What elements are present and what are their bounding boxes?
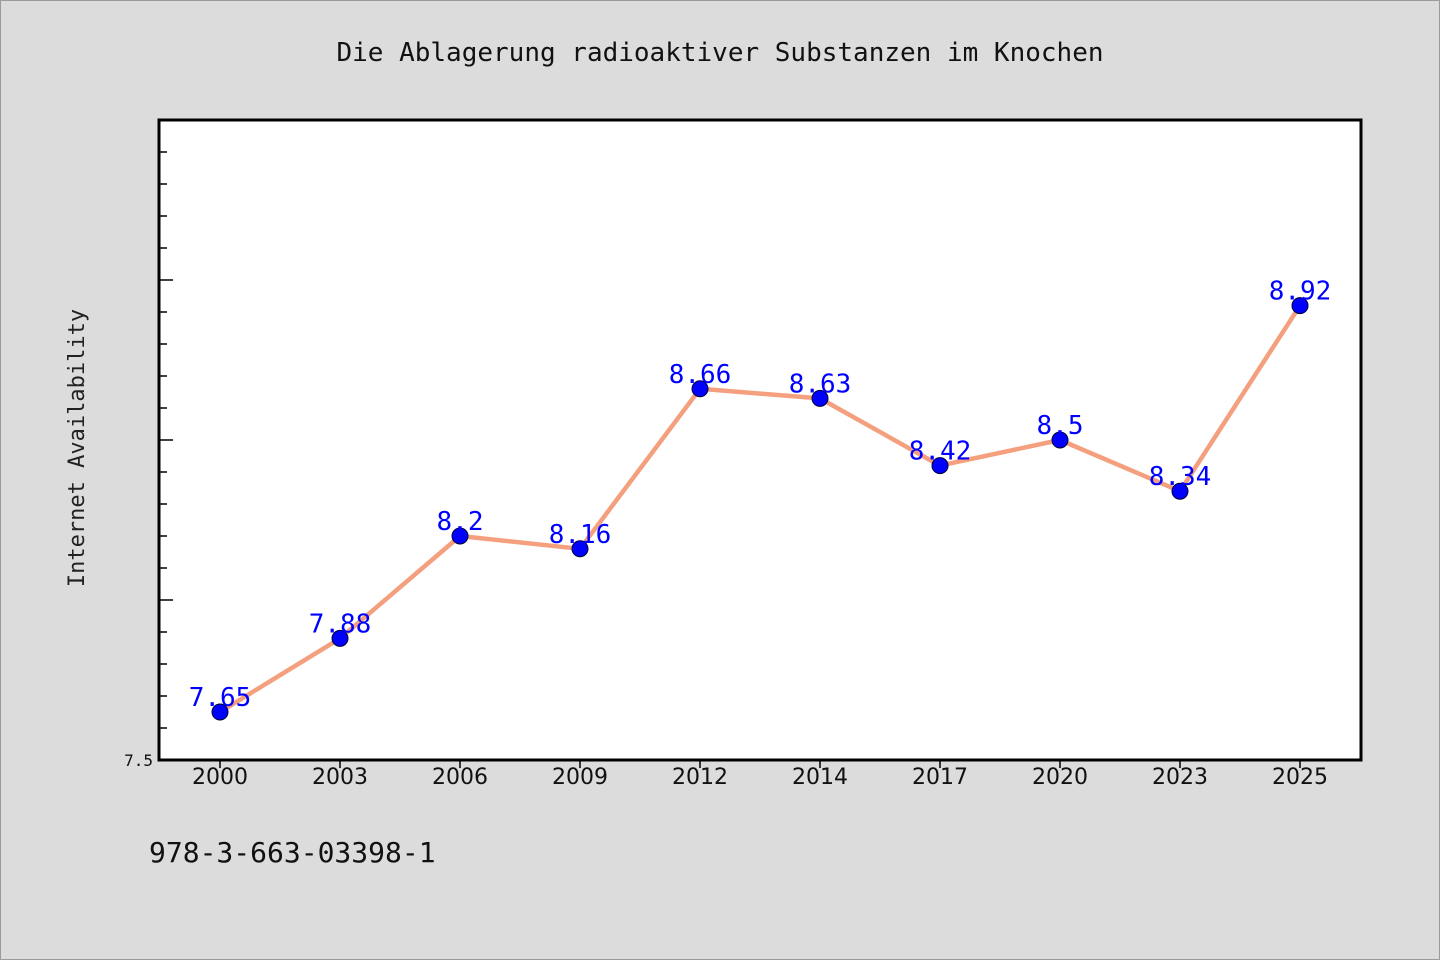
x-tick-label: 2009	[552, 765, 608, 790]
y-axis-ticks: 7.5	[124, 151, 173, 770]
data-point	[811, 389, 829, 407]
y-axis-label: Internet Availability	[65, 309, 90, 587]
chart-title: Die Ablagerung radioaktiver Substanzen i…	[336, 38, 1103, 68]
x-tick-label: 2023	[1152, 765, 1208, 790]
data-point	[571, 540, 589, 558]
footer-isbn: 978-3-663-03398-1	[149, 836, 436, 869]
data-point	[691, 380, 709, 398]
data-point	[931, 457, 949, 475]
x-tick-label: 2020	[1032, 765, 1088, 790]
series-line	[218, 304, 1302, 714]
x-tick-label: 2003	[312, 765, 368, 790]
data-label: 8.5	[1037, 411, 1084, 441]
data-label: 8.92	[1269, 277, 1332, 307]
data-label: 8.34	[1149, 462, 1212, 492]
data-label: 8.63	[789, 369, 852, 399]
data-label: 7.88	[309, 609, 372, 639]
data-point	[1291, 297, 1309, 315]
x-tick-label: 2006	[432, 765, 488, 790]
data-label: 7.65	[189, 683, 252, 713]
data-point	[1051, 431, 1069, 449]
y-tick-label: 7.5	[124, 751, 153, 770]
x-axis-ticks: 2000 2003 2006 2009 2012 2014 2017 2020 2023 2025	[192, 760, 1328, 790]
data-point	[331, 629, 349, 647]
data-labels-group: 7.65 7.88 8.2 8.16 8.66 8.63 8.42 8.5 8.34 8.92	[189, 277, 1332, 713]
x-tick-label: 2000	[192, 765, 248, 790]
data-label: 8.42	[909, 437, 972, 467]
series-line-group	[211, 297, 1309, 721]
plot-area	[157, 118, 1363, 762]
data-label: 8.66	[669, 360, 732, 390]
x-tick-label: 2025	[1272, 765, 1328, 790]
data-label: 8.2	[437, 507, 484, 537]
x-tick-label: 2014	[792, 765, 848, 790]
data-point	[1171, 482, 1189, 500]
x-tick-label: 2012	[672, 765, 728, 790]
data-point	[211, 703, 229, 721]
data-label: 8.16	[549, 520, 612, 550]
x-tick-label: 2017	[912, 765, 968, 790]
data-point	[451, 527, 469, 545]
